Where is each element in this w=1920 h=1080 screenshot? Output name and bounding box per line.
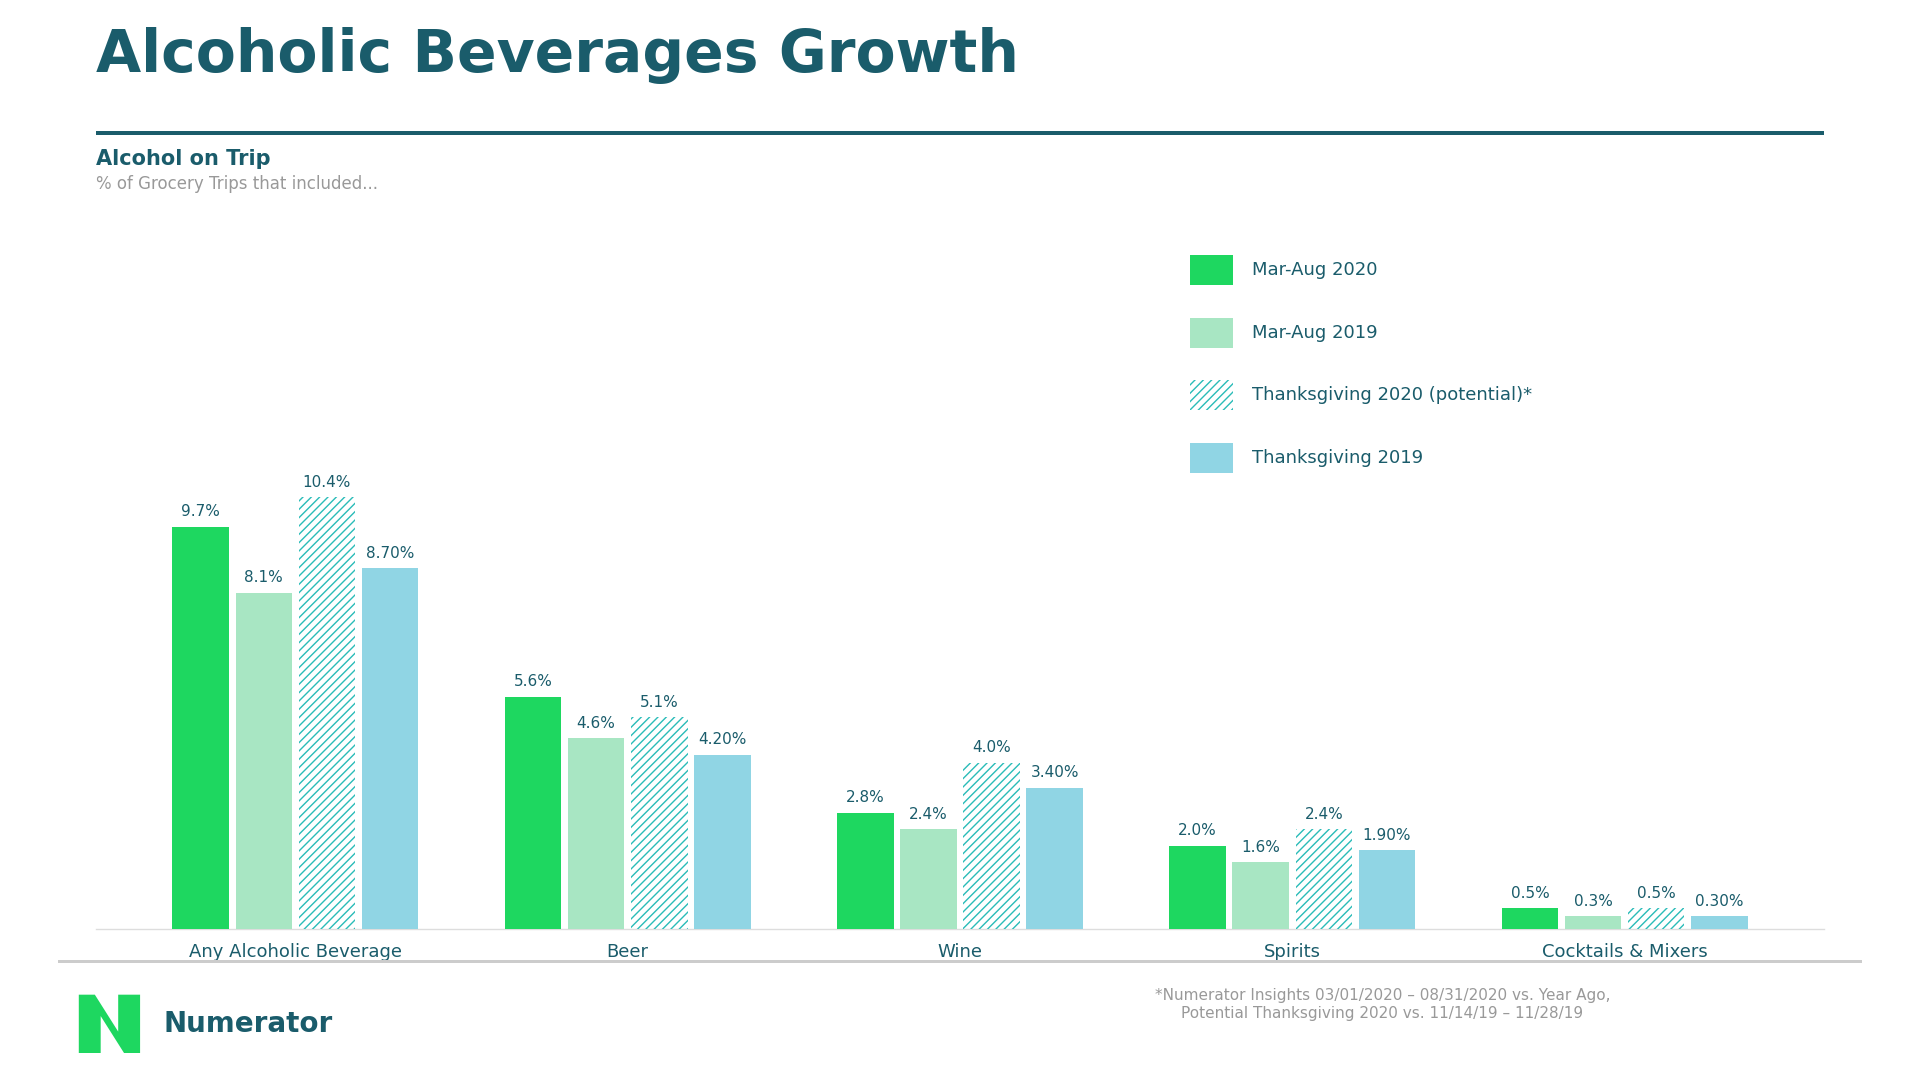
Bar [695,755,751,929]
Text: 2.8%: 2.8% [847,791,885,806]
Bar [632,717,687,929]
Bar [837,812,893,929]
Bar [900,829,956,929]
Bar [300,498,355,929]
Bar [1296,829,1352,929]
Text: Mar-Aug 2020: Mar-Aug 2020 [1252,261,1377,279]
Bar [173,527,228,929]
Text: Mar-Aug 2019: Mar-Aug 2019 [1252,324,1377,341]
Text: 1.6%: 1.6% [1242,840,1281,855]
Text: 8.70%: 8.70% [367,545,415,561]
Text: 10.4%: 10.4% [303,475,351,490]
Bar [1501,908,1559,929]
Bar [1565,916,1620,929]
Bar [632,717,687,929]
Bar [236,593,292,929]
Text: 5.6%: 5.6% [513,674,553,689]
Text: *Numerator Insights 03/01/2020 – 08/31/2020 vs. Year Ago,
Potential Thanksgiving: *Numerator Insights 03/01/2020 – 08/31/2… [1154,988,1611,1021]
Text: 0.30%: 0.30% [1695,894,1743,909]
Text: 2.4%: 2.4% [1304,807,1344,822]
Text: Thanksgiving 2020 (potential)*: Thanksgiving 2020 (potential)* [1252,387,1532,404]
Text: Thanksgiving 2019: Thanksgiving 2019 [1252,449,1423,467]
Text: 5.1%: 5.1% [639,694,678,710]
Bar [300,498,355,929]
Text: 4.0%: 4.0% [972,741,1012,755]
Text: 2.0%: 2.0% [1179,823,1217,838]
Bar [964,762,1020,929]
Bar [1692,916,1747,929]
Polygon shape [79,995,140,1053]
Text: Numerator: Numerator [163,1010,332,1038]
Bar [568,738,624,929]
Text: % of Grocery Trips that included...: % of Grocery Trips that included... [96,175,378,193]
Bar [1027,787,1083,929]
Bar [1169,846,1225,929]
Bar [1296,829,1352,929]
Bar [505,697,561,929]
Text: 9.7%: 9.7% [180,504,221,519]
Text: 1.90%: 1.90% [1363,827,1411,842]
Bar [1359,850,1415,929]
Text: 2.4%: 2.4% [908,807,948,822]
Text: 0.3%: 0.3% [1574,894,1613,909]
Text: 0.5%: 0.5% [1638,886,1676,901]
Bar [964,762,1020,929]
Text: 4.20%: 4.20% [699,732,747,747]
Bar [361,568,419,929]
Text: 0.5%: 0.5% [1511,886,1549,901]
Bar [1233,863,1288,929]
Text: 8.1%: 8.1% [244,570,282,585]
Text: 4.6%: 4.6% [576,716,616,730]
Text: Alcohol on Trip: Alcohol on Trip [96,149,271,170]
Bar [1628,908,1684,929]
Bar [1628,908,1684,929]
Text: 3.40%: 3.40% [1031,766,1079,781]
Text: Alcoholic Beverages Growth: Alcoholic Beverages Growth [96,27,1020,84]
